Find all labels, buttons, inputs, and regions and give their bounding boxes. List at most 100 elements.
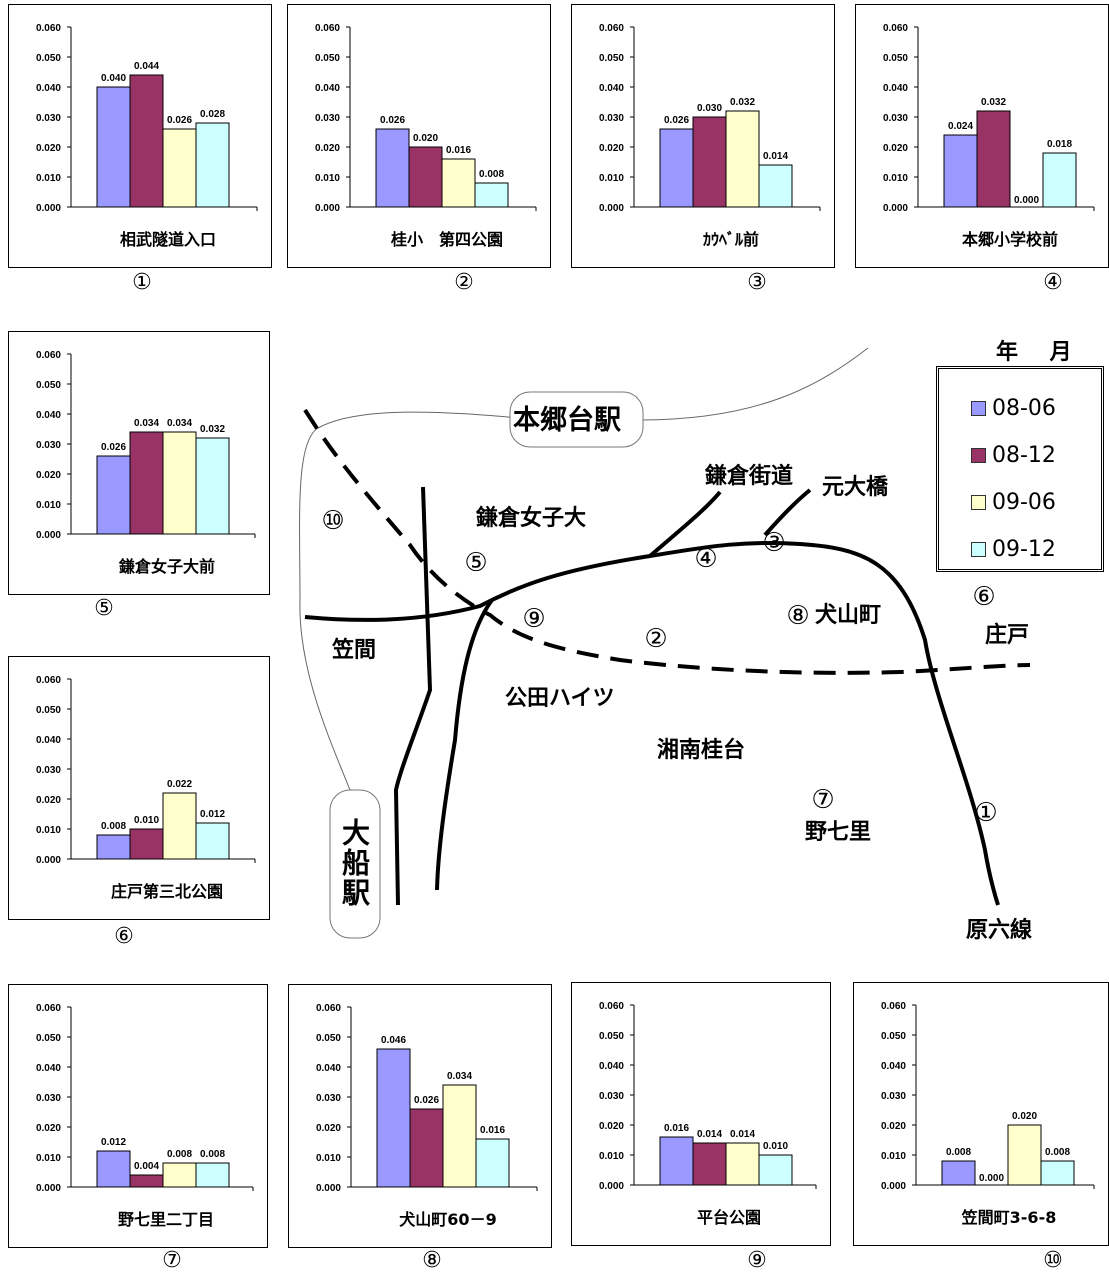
bar xyxy=(692,116,727,208)
y-tick-label: 0.020 xyxy=(315,143,340,154)
bar xyxy=(376,1048,411,1188)
chart-panel-6: 0.000 0.010 0.020 0.030 0.040 0.050 0.060 0.008… xyxy=(8,656,270,920)
legend-item: 08-12 xyxy=(971,440,1056,470)
bar xyxy=(129,74,164,208)
data-label: 0.008 xyxy=(167,1149,192,1160)
data-label: 0.044 xyxy=(134,61,159,72)
data-label: 0.016 xyxy=(480,1125,505,1136)
chart-panel-10: 0.000 0.010 0.020 0.030 0.040 0.050 0.060 0.008… xyxy=(853,982,1109,1246)
data-label: 0.010 xyxy=(134,815,159,826)
y-tick-label: 0.030 xyxy=(881,1091,906,1102)
bar-chart: 0.000 0.010 0.020 0.030 0.040 0.050 0.060 0.026… xyxy=(36,350,256,576)
y-tick-label: 0.010 xyxy=(316,1153,341,1164)
data-label: 0.008 xyxy=(200,1149,225,1160)
data-label: 0.008 xyxy=(101,821,126,832)
y-tick-label: 0.040 xyxy=(316,1063,341,1074)
y-tick-label: 0.030 xyxy=(316,1093,341,1104)
y-tick-label: 0.000 xyxy=(36,203,61,214)
y-tick-label: 0.000 xyxy=(883,203,908,214)
map-marker-8: ⑧ xyxy=(786,601,810,631)
y-tick-label: 0.020 xyxy=(36,143,61,154)
legend-swatch xyxy=(971,541,986,557)
caption-7: ⑦ xyxy=(162,1248,182,1273)
caption-2: ② xyxy=(454,270,474,295)
bar xyxy=(129,431,164,535)
y-tick-label: 0.030 xyxy=(36,765,61,776)
data-label: 0.012 xyxy=(101,1137,126,1148)
caption-10: ⑩ xyxy=(1043,1248,1063,1273)
y-tick-label: 0.050 xyxy=(36,53,61,64)
y-tick-label: 0.040 xyxy=(315,83,340,94)
bar xyxy=(1007,1124,1042,1186)
y-tick-label: 0.040 xyxy=(36,735,61,746)
map-marker-2: ② xyxy=(644,624,668,654)
legend-item: 09-06 xyxy=(971,487,1056,517)
map-marker-4: ④ xyxy=(694,544,718,574)
y-tick-label: 0.040 xyxy=(599,83,624,94)
data-label: 0.014 xyxy=(697,1129,722,1140)
data-label: 0.040 xyxy=(101,73,126,84)
data-label: 0.046 xyxy=(381,1035,406,1046)
y-tick-label: 0.030 xyxy=(36,440,61,451)
y-tick-label: 0.060 xyxy=(36,350,61,361)
caption-5: ⑤ xyxy=(94,596,114,621)
y-tick-label: 0.040 xyxy=(883,83,908,94)
data-label: 0.028 xyxy=(200,109,225,120)
bar xyxy=(96,834,131,860)
map-marker-3: ③ xyxy=(762,528,786,558)
station-box-ofuna xyxy=(329,789,381,939)
chart-panel-2: 0.000 0.010 0.020 0.030 0.040 0.050 0.060 0.026… xyxy=(287,4,551,268)
bar-chart: 0.000 0.010 0.020 0.030 0.040 0.050 0.060 0.008… xyxy=(36,675,256,901)
data-label: 0.030 xyxy=(697,103,722,114)
y-tick-label: 0.010 xyxy=(36,500,61,511)
bar xyxy=(725,1142,760,1186)
data-label: 0.016 xyxy=(664,1123,689,1134)
data-label: 0.022 xyxy=(167,779,192,790)
data-label: 0.034 xyxy=(447,1071,472,1082)
bar-chart: 0.000 0.010 0.020 0.030 0.040 0.050 0.060 0.016… xyxy=(599,1001,817,1227)
legend-swatch xyxy=(971,447,986,463)
bar xyxy=(162,1162,197,1188)
y-tick-label: 0.000 xyxy=(599,203,624,214)
chart-panel-3: 0.000 0.010 0.020 0.030 0.040 0.050 0.060 0.026… xyxy=(571,4,835,268)
data-label: 0.032 xyxy=(981,97,1006,108)
y-tick-label: 0.010 xyxy=(36,825,61,836)
caption-6: ⑥ xyxy=(114,924,134,949)
station-ofuna-label: 大船駅 xyxy=(338,818,371,908)
map-marker-5: ⑤ xyxy=(464,548,488,578)
data-label: 0.026 xyxy=(101,442,126,453)
shonan-katsuradai-label: 湘南桂台 xyxy=(657,738,746,763)
bar xyxy=(943,134,978,208)
map-marker-6: ⑥ xyxy=(972,582,996,612)
y-tick-label: 0.050 xyxy=(599,53,624,64)
rail-line xyxy=(299,347,869,791)
y-tick-label: 0.010 xyxy=(883,173,908,184)
data-label: 0.012 xyxy=(200,809,225,820)
road-vertical-2 xyxy=(435,598,494,891)
bar-chart: 0.000 0.010 0.020 0.030 0.040 0.050 0.060 0.012… xyxy=(36,1003,254,1229)
data-label: 0.026 xyxy=(380,115,405,126)
y-tick-label: 0.060 xyxy=(881,1001,906,1012)
y-tick-label: 0.030 xyxy=(36,113,61,124)
y-tick-label: 0.030 xyxy=(883,113,908,124)
bar xyxy=(758,1154,793,1186)
data-label: 0.024 xyxy=(948,121,973,132)
bar xyxy=(1042,152,1077,208)
y-tick-label: 0.050 xyxy=(36,1033,61,1044)
x-axis-label: 平台公園 xyxy=(697,1208,761,1227)
bar xyxy=(96,1150,131,1188)
legend: 08-06 08-12 09-06 09-12 xyxy=(936,366,1104,572)
y-tick-label: 0.010 xyxy=(315,173,340,184)
y-tick-label: 0.010 xyxy=(599,1151,624,1162)
y-tick-label: 0.050 xyxy=(881,1031,906,1042)
data-label: 0.008 xyxy=(479,169,504,180)
bar-chart: 0.000 0.010 0.020 0.030 0.040 0.050 0.060 0.046… xyxy=(316,1003,538,1229)
bar xyxy=(1040,1160,1075,1186)
data-label: 0.008 xyxy=(946,1147,971,1158)
bar xyxy=(129,828,164,860)
bar xyxy=(475,1138,510,1188)
data-label: 0.032 xyxy=(200,424,225,435)
y-tick-label: 0.000 xyxy=(881,1181,906,1192)
y-tick-label: 0.000 xyxy=(316,1183,341,1194)
